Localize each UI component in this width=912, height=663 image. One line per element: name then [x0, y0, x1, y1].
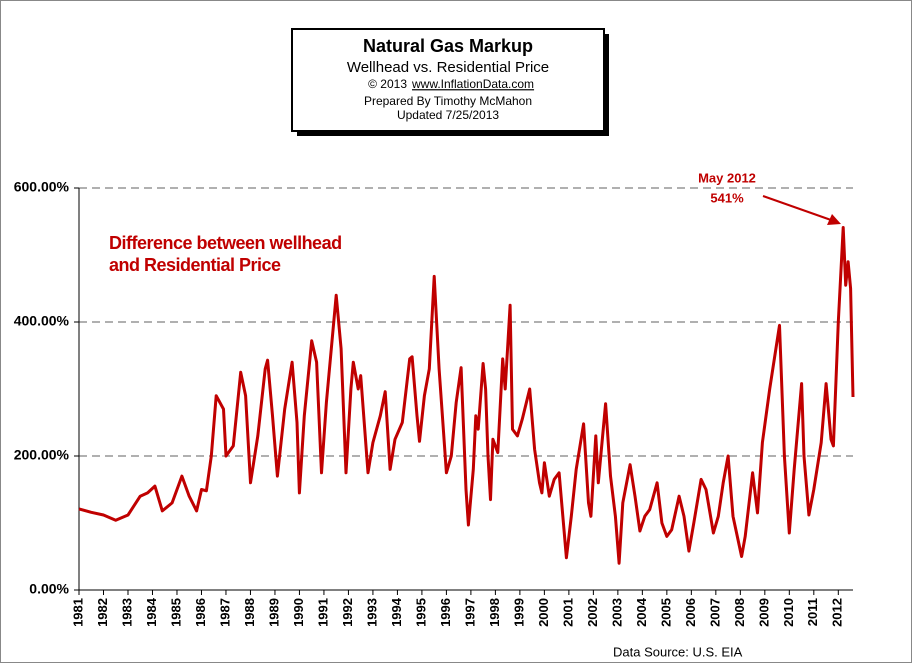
x-tick-label: 2006	[683, 598, 698, 627]
x-tick-label: 1993	[364, 598, 379, 627]
x-tick-label: 1984	[144, 597, 159, 627]
x-tick-label: 1995	[413, 598, 428, 627]
copyright: © 2013	[368, 77, 407, 91]
x-tick-label: 1981	[70, 598, 85, 627]
x-tick-label: 1999	[511, 598, 526, 627]
prepared-by: Prepared By Timothy McMahon	[364, 94, 532, 108]
x-tick-label: 2010	[781, 598, 796, 627]
x-tick-label: 1983	[119, 598, 134, 627]
x-tick-label: 1997	[462, 598, 477, 627]
x-tick-label: 2001	[560, 598, 575, 627]
y-tick-label: 400.00%	[14, 313, 70, 329]
y-tick-label: 0.00%	[29, 581, 69, 597]
x-tick-label: 2000	[536, 598, 551, 627]
x-tick-label: 2003	[609, 598, 624, 627]
x-tick-label: 1986	[193, 598, 208, 627]
url: www.InflationData.com	[411, 77, 534, 91]
x-tick-label: 1988	[242, 598, 257, 627]
x-tick-label: 2008	[732, 598, 747, 627]
chart-subtitle: Wellhead vs. Residential Price	[347, 59, 549, 76]
title-box	[291, 28, 605, 132]
arrow-head	[827, 214, 841, 225]
x-tick-label: 2007	[707, 598, 722, 627]
data-line	[78, 226, 855, 565]
x-tick-label: 1992	[340, 598, 355, 627]
x-tick-label: 1996	[438, 598, 453, 627]
x-tick-label: 2009	[756, 598, 771, 627]
x-tick-label: 1989	[266, 598, 281, 627]
updated: Updated 7/25/2013	[397, 108, 499, 122]
x-tick-label: 2012	[830, 598, 845, 627]
x-tick-label: 2011	[805, 598, 820, 626]
source: Data Source: U.S. EIA	[613, 644, 743, 659]
legend-label: Difference between wellhead and Resident…	[109, 233, 342, 275]
x-tick-label: 1985	[168, 598, 183, 627]
x-tick-label: 1998	[487, 598, 502, 627]
annotation-arrow	[762, 195, 832, 221]
x-tick-label: 1991	[315, 598, 330, 627]
annotation: 541%	[710, 190, 744, 205]
x-tick-label: 2002	[585, 598, 600, 627]
x-tick-label: 2004	[634, 597, 649, 627]
x-tick-label: 1994	[389, 597, 404, 627]
y-tick-label: 600.00%	[14, 179, 70, 195]
chart-title: Natural Gas Markup	[363, 36, 533, 56]
x-tick-label: 1990	[291, 598, 306, 627]
x-tick-label: 1987	[217, 598, 232, 627]
annotation: May 2012	[698, 170, 756, 185]
x-tick-label: 1982	[95, 598, 110, 627]
y-tick-label: 200.00%	[14, 447, 70, 463]
x-tick-label: 2005	[658, 598, 673, 627]
